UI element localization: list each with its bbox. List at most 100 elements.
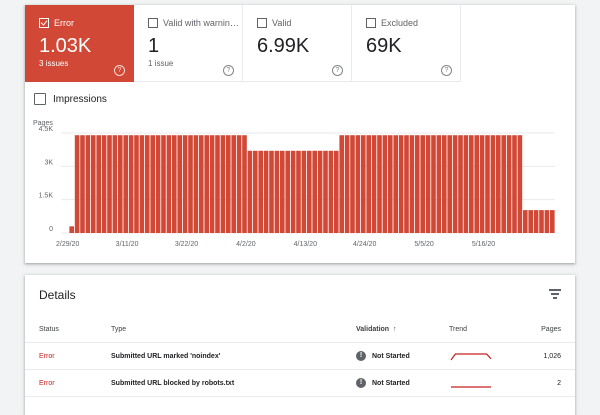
chart-bar[interactable] [107, 135, 112, 233]
chart-bar[interactable] [209, 135, 215, 233]
chart-bar[interactable] [501, 135, 506, 233]
chart-bar[interactable] [506, 135, 512, 233]
chart-bar[interactable] [344, 135, 350, 233]
chart-bar[interactable] [274, 150, 280, 233]
chart-bar[interactable] [463, 135, 469, 233]
chart-bar[interactable] [533, 210, 539, 233]
table-row[interactable]: Error Submitted URL blocked by robots.tx… [25, 369, 575, 397]
chart-bar[interactable] [188, 135, 193, 233]
chart-bar[interactable] [177, 135, 182, 233]
help-icon[interactable]: ? [332, 65, 343, 76]
chart-bar[interactable] [139, 135, 145, 233]
chart-bar[interactable] [485, 135, 490, 233]
chart-bar[interactable] [361, 135, 366, 233]
chart-bar[interactable] [409, 135, 415, 233]
chart-bar[interactable] [388, 135, 393, 233]
chart-bar[interactable] [74, 135, 80, 233]
chart-bar[interactable] [452, 135, 458, 233]
sort-arrow-icon[interactable]: ↑ [392, 326, 397, 333]
valid-with-warnings-tile[interactable]: Valid with warnin… 1 1 issue ? [134, 5, 243, 82]
chart-bar[interactable] [442, 135, 447, 233]
chart-bar[interactable] [263, 150, 269, 233]
chart-bar[interactable] [436, 135, 442, 233]
impressions-toggle[interactable]: Impressions [34, 93, 107, 105]
chart-bar[interactable] [96, 135, 101, 233]
chart-bar[interactable] [420, 135, 425, 233]
chart-bar[interactable] [382, 135, 388, 233]
chart-bar[interactable] [528, 210, 533, 233]
chart-bar[interactable] [85, 135, 91, 233]
chart-bar[interactable] [398, 135, 404, 233]
chart-bar[interactable] [118, 135, 123, 233]
chart-bar[interactable] [371, 135, 377, 233]
chart-bar[interactable] [458, 135, 463, 233]
chart-bar[interactable] [301, 150, 307, 233]
chart-bar[interactable] [236, 135, 242, 233]
chart-bar[interactable] [334, 150, 339, 233]
chart-bar[interactable] [128, 135, 134, 233]
chart-bar[interactable] [539, 210, 544, 233]
chart-bar[interactable] [69, 226, 74, 233]
chart-bar[interactable] [350, 135, 355, 233]
chart-bar[interactable] [317, 150, 323, 233]
chart-bar[interactable] [134, 135, 139, 233]
chart-bar[interactable] [474, 135, 479, 233]
chart-bar[interactable] [285, 150, 290, 233]
excluded-tile[interactable]: Excluded 69K ? [352, 5, 461, 82]
column-pages[interactable]: Pages [529, 317, 575, 343]
chart-bar[interactable] [512, 135, 517, 233]
chart-bar[interactable] [307, 150, 312, 233]
chart-bar[interactable] [550, 210, 555, 233]
chart-bar[interactable] [91, 135, 96, 233]
table-row[interactable]: Error Submitted URL marked 'noindex' ! No… [25, 342, 575, 370]
chart-bar[interactable] [172, 135, 177, 233]
chart-bar[interactable] [166, 135, 172, 233]
chart-bar[interactable] [496, 135, 501, 233]
chart-bar[interactable] [123, 135, 128, 233]
error-tile[interactable]: Error 1.03K 3 issues ? [25, 5, 134, 82]
chart-bar[interactable] [290, 150, 296, 233]
chart-bar[interactable] [517, 135, 523, 233]
chart-bar[interactable] [355, 135, 361, 233]
chart-bar[interactable] [220, 135, 226, 233]
chart-bar[interactable] [280, 150, 285, 233]
chart-bar[interactable] [204, 135, 209, 233]
chart-bar[interactable] [323, 150, 328, 233]
chart-bar[interactable] [182, 135, 188, 233]
filter-icon[interactable] [549, 289, 561, 301]
help-icon[interactable]: ? [114, 65, 125, 76]
chart-bar[interactable] [242, 135, 247, 233]
chart-bar[interactable] [415, 135, 420, 233]
chart-bar[interactable] [150, 135, 155, 233]
chart-bar[interactable] [253, 150, 258, 233]
chart-bar[interactable] [193, 135, 199, 233]
chart-bar[interactable] [393, 135, 398, 233]
chart-bar[interactable] [479, 135, 485, 233]
chart-bar[interactable] [215, 135, 220, 233]
chart-bar[interactable] [161, 135, 166, 233]
chart-bar[interactable] [199, 135, 204, 233]
chart-bar[interactable] [312, 150, 317, 233]
chart-bar[interactable] [247, 150, 253, 233]
chart-bar[interactable] [226, 135, 231, 233]
checkbox-icon[interactable] [34, 93, 46, 105]
chart-bar[interactable] [145, 135, 150, 233]
column-status[interactable]: Status [25, 317, 111, 343]
chart-bar[interactable] [328, 150, 334, 233]
chart-bar[interactable] [101, 135, 107, 233]
chart-bar[interactable] [339, 135, 344, 233]
column-validation[interactable]: Validation ↑ [356, 317, 449, 343]
column-type[interactable]: Type [111, 317, 356, 343]
chart-bar[interactable] [377, 135, 382, 233]
help-icon[interactable]: ? [441, 65, 452, 76]
chart-bar[interactable] [523, 210, 528, 233]
chart-bar[interactable] [469, 135, 474, 233]
chart-bar[interactable] [447, 135, 452, 233]
chart-bar[interactable] [404, 135, 409, 233]
chart-bar[interactable] [269, 150, 274, 233]
help-icon[interactable]: ? [223, 65, 234, 76]
chart-bar[interactable] [80, 135, 85, 233]
chart-bar[interactable] [155, 135, 161, 233]
chart-bar[interactable] [366, 135, 371, 233]
chart-bar[interactable] [490, 135, 496, 233]
